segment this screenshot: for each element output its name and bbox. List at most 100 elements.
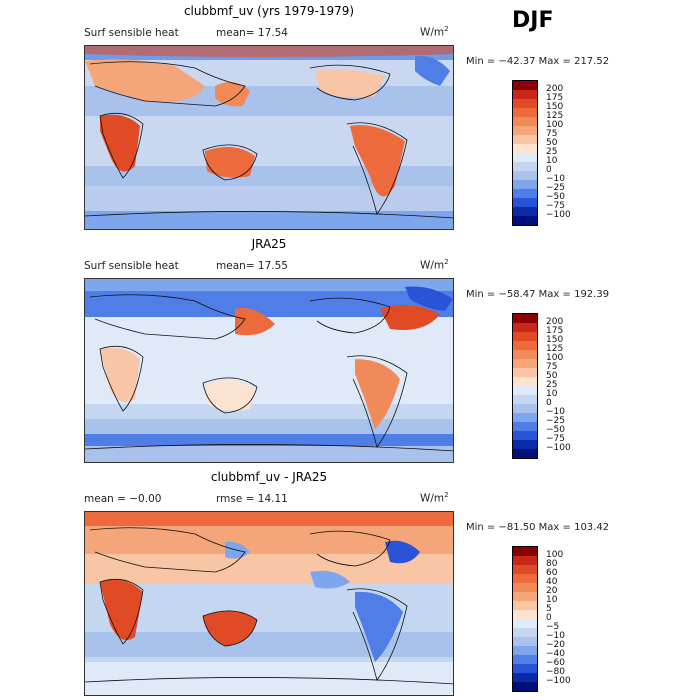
panel-3-colorbar <box>512 546 538 692</box>
panel-1-colorbar <box>512 80 538 226</box>
colorbar-level-label: 20 <box>546 586 558 596</box>
colorbar-swatch <box>513 422 537 431</box>
colorbar-swatch <box>513 99 537 108</box>
colorbar-level-label: −100 <box>546 443 571 453</box>
colorbar-level-label: 50 <box>546 138 558 148</box>
colorbar-swatch <box>513 619 537 628</box>
colorbar-level-label: 60 <box>546 568 558 578</box>
colorbar-swatch <box>513 359 537 368</box>
colorbar-level-label: 200 <box>546 317 564 327</box>
panel-2-title: JRA25 <box>251 237 287 251</box>
colorbar-level-label: 25 <box>546 147 558 157</box>
colorbar-level-label: −75 <box>546 201 565 211</box>
colorbar-swatch <box>513 449 537 458</box>
panel-3-rmse-label: rmse = 14.11 <box>216 493 288 505</box>
colorbar-swatch <box>513 341 537 350</box>
colorbar-swatch <box>513 673 537 682</box>
colorbar-level-label: 175 <box>546 93 564 103</box>
colorbar-level-label: 40 <box>546 577 558 587</box>
colorbar-swatch <box>513 664 537 673</box>
colorbar-swatch <box>513 81 537 90</box>
colorbar-level-label: −50 <box>546 192 565 202</box>
panel-1-mean-label: mean= 17.54 <box>216 27 288 39</box>
panel-1-minmax: Min = −42.37 Max = 217.52 <box>466 56 610 67</box>
panel-2-mean-label: mean= 17.55 <box>216 260 288 272</box>
panel-2-minmax: Min = −58.47 Max = 192.39 <box>466 289 610 300</box>
colorbar-swatch <box>513 565 537 574</box>
panel-3-minmax: Min = −81.50 Max = 103.42 <box>466 522 610 533</box>
colorbar-swatch <box>513 323 537 332</box>
colorbar-swatch <box>513 189 537 198</box>
panel-3-title: clubbmf_uv - JRA25 <box>210 470 328 484</box>
colorbar-level-label: 150 <box>546 102 564 112</box>
colorbar-swatch <box>513 583 537 592</box>
colorbar-swatch <box>513 547 537 556</box>
colorbar-swatch <box>513 646 537 655</box>
colorbar-level-label: −10 <box>546 631 565 641</box>
colorbar-swatch <box>513 180 537 189</box>
colorbar-level-label: −25 <box>546 416 565 426</box>
colorbar-swatch <box>513 637 537 646</box>
colorbar-swatch <box>513 207 537 216</box>
colorbar-swatch <box>513 108 537 117</box>
colorbar-level-label: 10 <box>546 389 558 399</box>
colorbar-swatch <box>513 314 537 323</box>
colorbar-swatch <box>513 377 537 386</box>
colorbar-level-label: 100 <box>546 353 564 363</box>
colorbar-level-label: −10 <box>546 407 565 417</box>
colorbar-swatch <box>513 126 537 135</box>
colorbar-level-label: 25 <box>546 380 558 390</box>
colorbar-level-label: −75 <box>546 434 565 444</box>
colorbar-level-label: 125 <box>546 344 564 354</box>
panel-3-mean-label: mean = −0.00 <box>84 493 162 505</box>
colorbar-level-label: 175 <box>546 326 564 336</box>
colorbar-swatch <box>513 90 537 99</box>
colorbar-swatch <box>513 440 537 449</box>
colorbar-level-label: −10 <box>546 174 565 184</box>
colorbar-swatch <box>513 153 537 162</box>
colorbar-level-label: 5 <box>546 604 552 614</box>
colorbar-level-label: −40 <box>546 649 565 659</box>
colorbar-level-label: 100 <box>546 120 564 130</box>
colorbar-level-label: −60 <box>546 658 565 668</box>
colorbar-level-label: 150 <box>546 335 564 345</box>
colorbar-level-label: 75 <box>546 362 558 372</box>
colorbar-swatch <box>513 332 537 341</box>
colorbar-level-label: −25 <box>546 183 565 193</box>
colorbar-swatch <box>513 350 537 359</box>
colorbar-level-label: −100 <box>546 676 571 686</box>
panel-1-map <box>84 45 454 230</box>
panel-2-map <box>84 278 454 463</box>
colorbar-swatch <box>513 556 537 565</box>
colorbar-level-label: 125 <box>546 111 564 121</box>
colorbar-level-label: −50 <box>546 425 565 435</box>
panel-1-left-label: Surf sensible heat <box>84 27 179 39</box>
colorbar-level-label: 10 <box>546 156 558 166</box>
colorbar-swatch <box>513 144 537 153</box>
panel-1-title: clubbmf_uv (yrs 1979-1979) <box>183 4 355 18</box>
colorbar-swatch <box>513 574 537 583</box>
colorbar-swatch <box>513 162 537 171</box>
panel-2-units: W/m2 <box>420 258 449 272</box>
colorbar-swatch <box>513 368 537 377</box>
colorbar-swatch <box>513 601 537 610</box>
panel-1-units: W/m2 <box>420 25 449 39</box>
colorbar-swatch <box>513 610 537 619</box>
panel-3-units: W/m2 <box>420 491 449 505</box>
panel-2-left-label: Surf sensible heat <box>84 260 179 272</box>
colorbar-level-label: 75 <box>546 129 558 139</box>
colorbar-level-label: 0 <box>546 398 552 408</box>
colorbar-level-label: −100 <box>546 210 571 220</box>
colorbar-swatch <box>513 135 537 144</box>
colorbar-level-label: 50 <box>546 371 558 381</box>
colorbar-swatch <box>513 216 537 225</box>
colorbar-swatch <box>513 628 537 637</box>
colorbar-swatch <box>513 386 537 395</box>
colorbar-swatch <box>513 655 537 664</box>
colorbar-swatch <box>513 395 537 404</box>
colorbar-level-label: −20 <box>546 640 565 650</box>
colorbar-swatch <box>513 198 537 207</box>
colorbar-swatch <box>513 682 537 691</box>
colorbar-level-label: 80 <box>546 559 558 569</box>
colorbar-level-label: 10 <box>546 595 558 605</box>
